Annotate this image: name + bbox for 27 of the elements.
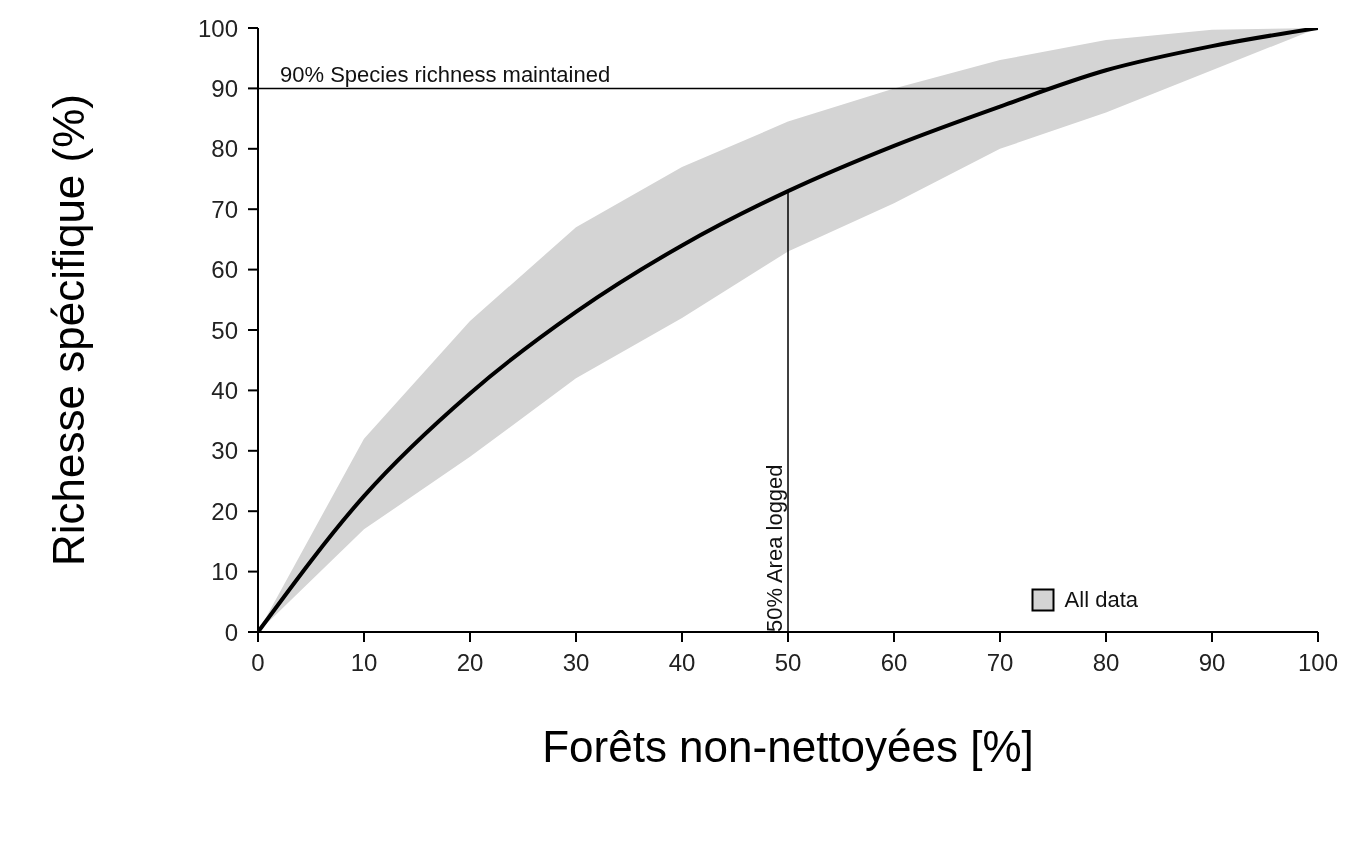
- y-tick-label: 60: [211, 256, 238, 284]
- x-tick-label: 40: [668, 649, 696, 677]
- y-tick-label: 20: [211, 497, 238, 525]
- x-tick-label: 70: [986, 649, 1014, 677]
- ref-line-label: 50% Area logged: [762, 464, 787, 632]
- x-tick-label: 90: [1198, 649, 1226, 677]
- x-tick-label: 60: [880, 649, 908, 677]
- y-tick-label: 100: [197, 14, 238, 42]
- x-tick-label: 0: [251, 649, 265, 677]
- x-tick-label: 80: [1092, 649, 1120, 677]
- legend-label: All data: [1064, 587, 1138, 613]
- x-tick-label: 50: [774, 649, 802, 677]
- x-tick-label: 10: [350, 649, 378, 677]
- y-tick-label: 10: [211, 558, 238, 586]
- ref-line-label: 90% Species richness maintained: [280, 62, 611, 88]
- y-tick-label: 90: [211, 74, 238, 102]
- x-axis-title: Forêts non-nettoyées [%]: [542, 722, 1034, 771]
- y-tick-label: 70: [211, 195, 238, 223]
- y-tick-label: 40: [211, 376, 238, 404]
- y-axis-title: Richesse spécifique (%): [43, 94, 93, 566]
- x-tick-label: 100: [1297, 649, 1339, 677]
- x-tick-label: 20: [456, 649, 484, 677]
- y-tick-label: 80: [211, 135, 238, 163]
- x-tick-label: 30: [562, 649, 590, 677]
- y-tick-label: 0: [224, 618, 238, 646]
- y-tick-label: 50: [211, 316, 238, 344]
- y-tick-label: 30: [211, 437, 238, 465]
